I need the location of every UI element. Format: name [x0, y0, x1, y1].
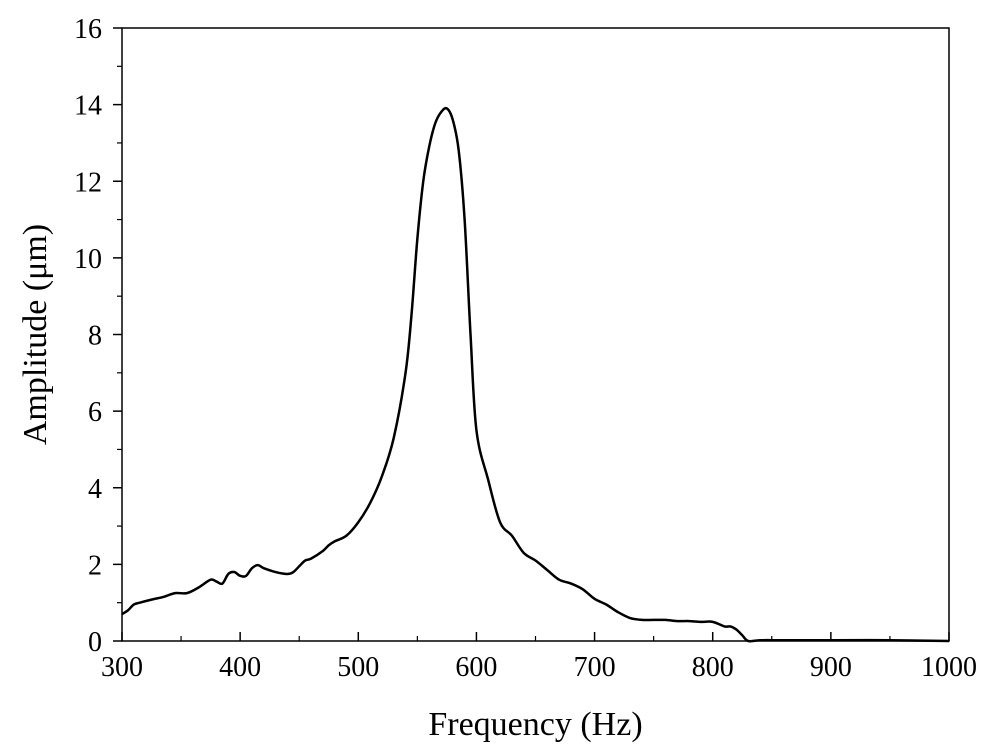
x-tick-label: 1000 [921, 652, 977, 683]
x-tick-label: 800 [692, 652, 734, 683]
plot-frame [121, 27, 950, 642]
y-tick-label: 0 [88, 627, 102, 658]
x-tick-label: 500 [337, 652, 379, 683]
tick-labels: 300 400 500 600 700 800 900 1000 0 2 4 6 8 10 12 14 16 [74, 14, 977, 683]
y-tick-label: 8 [88, 321, 102, 352]
y-tick-label: 16 [74, 14, 102, 45]
y-tick-label: 10 [74, 244, 102, 275]
x-tick-label: 300 [101, 652, 143, 683]
x-tick-label: 400 [219, 652, 261, 683]
y-tick-label: 12 [74, 167, 102, 198]
x-tick-label: 600 [455, 652, 497, 683]
y-tick-label: 6 [88, 397, 102, 428]
y-tick-label: 2 [88, 550, 102, 581]
y-tick-label: 4 [88, 474, 102, 505]
amplitude-curve [121, 106, 950, 643]
y-tick-label: 14 [74, 91, 102, 122]
x-axis-label: Frequency (Hz) [428, 706, 642, 743]
y-axis-label: Amplitude (μm) [17, 224, 54, 445]
x-tick-label: 700 [574, 652, 616, 683]
axis-ticks [113, 27, 950, 642]
x-tick-label: 900 [810, 652, 852, 683]
